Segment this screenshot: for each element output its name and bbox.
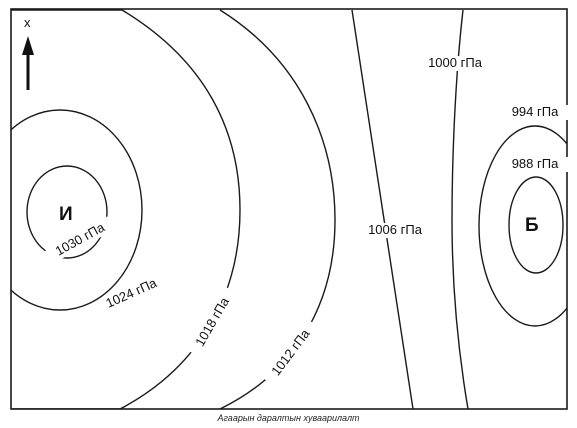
isobar-1024 <box>11 109 143 311</box>
label-988: 988 гПа <box>512 156 559 171</box>
north-arrow-icon <box>22 36 34 55</box>
isobar-994 <box>478 125 567 327</box>
isobar-988 <box>508 176 564 274</box>
low-center-label: Б <box>525 215 539 236</box>
isobar-1006 <box>351 9 414 409</box>
label-1000: 1000 гПа <box>428 55 483 70</box>
high-center-label: И <box>59 204 73 225</box>
figure-caption: Агаарын даралтын хуваарилалт <box>217 413 360 423</box>
label-994: 994 гПа <box>512 104 559 119</box>
isobar-1030 <box>26 165 108 259</box>
label-1006: 1006 гПа <box>368 222 423 237</box>
isobar-1000 <box>451 9 469 409</box>
isobar-1018 <box>11 9 241 409</box>
map-frame <box>10 8 568 410</box>
north-label: x <box>24 15 31 30</box>
